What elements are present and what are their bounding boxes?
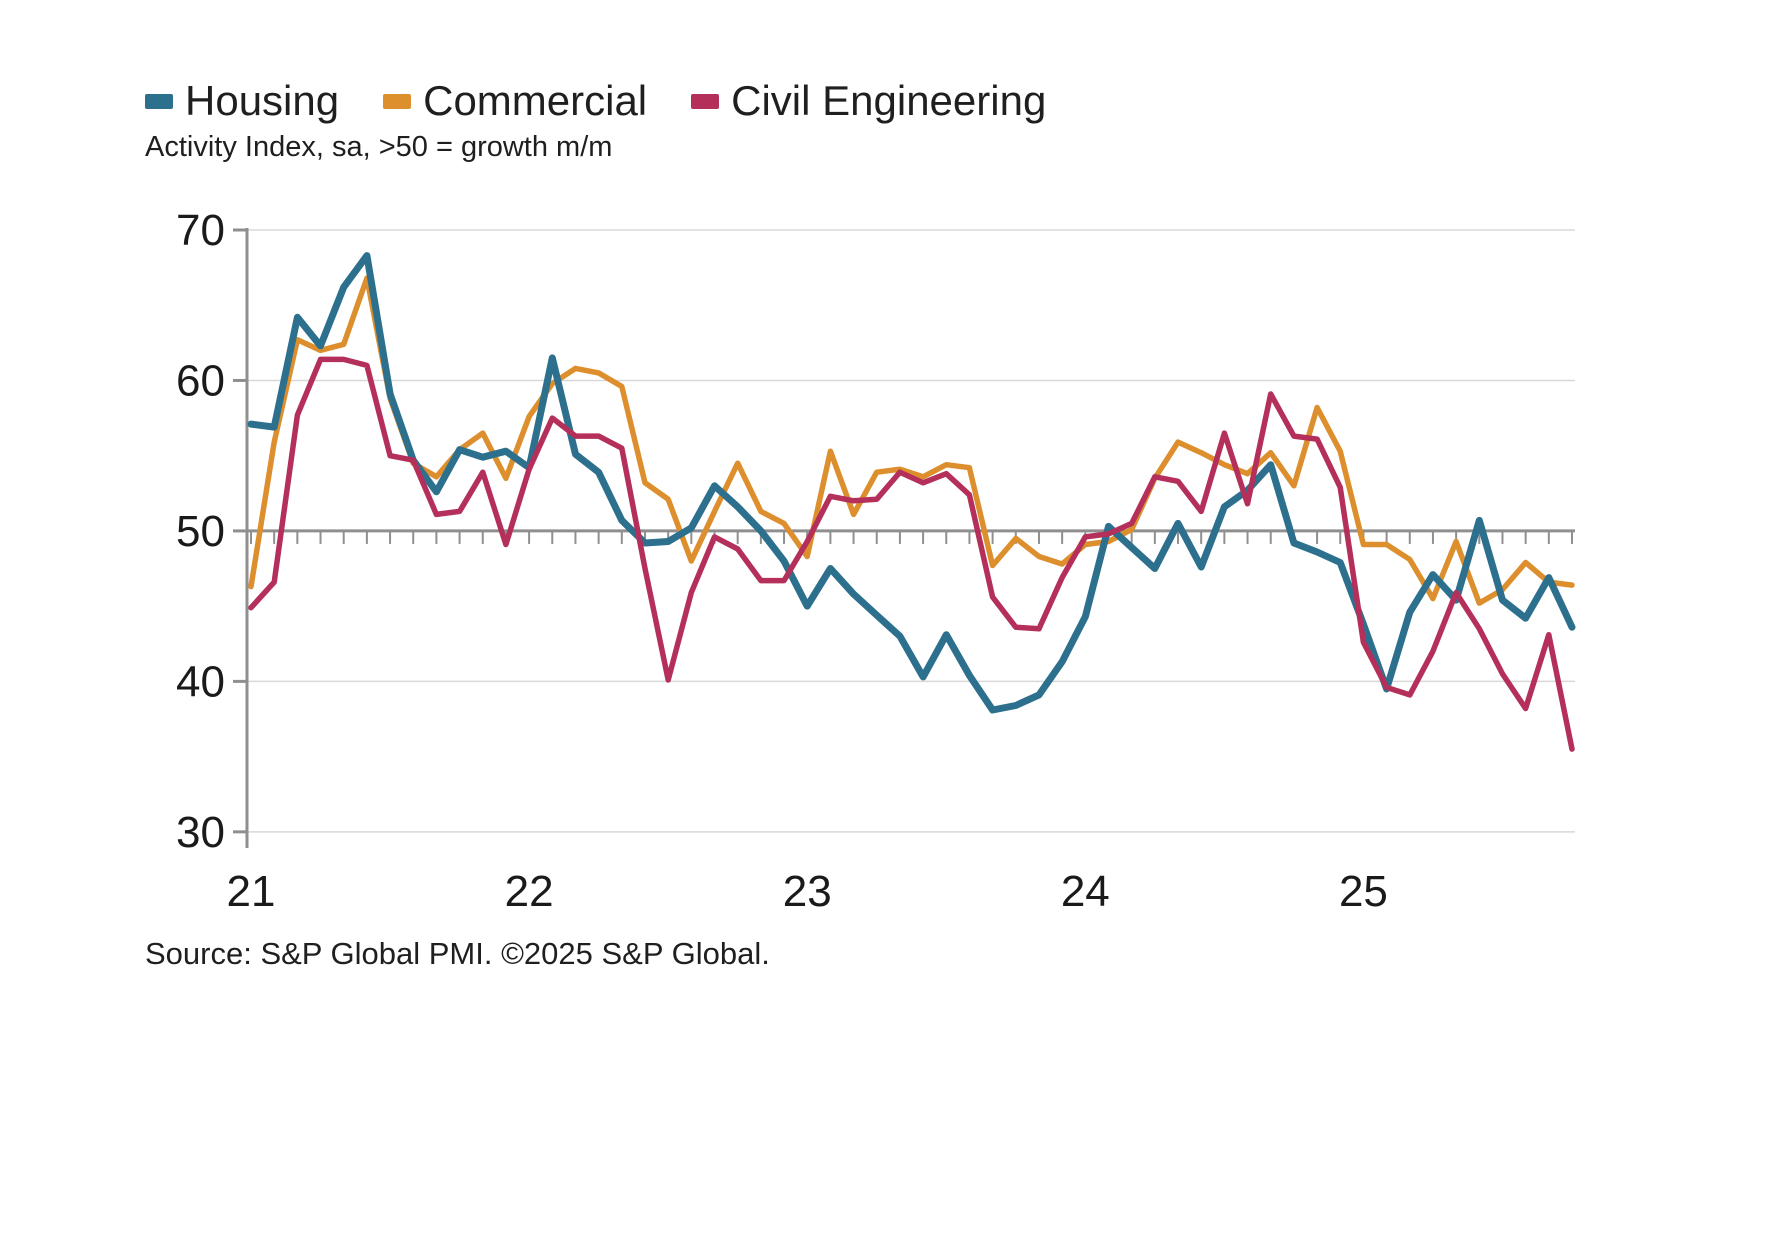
legend-item-civil-engineering: Civil Engineering [691, 80, 1046, 122]
y-tick-label: 30 [176, 808, 225, 857]
x-tick-label: 24 [1061, 867, 1110, 916]
x-tick-label: 25 [1339, 867, 1388, 916]
legend-label-housing: Housing [185, 77, 340, 124]
civil-engineering-swatch-icon [691, 93, 720, 109]
x-tick-label: 21 [227, 867, 276, 916]
housing-line [247, 252, 1576, 714]
source-note: Source: S&P Global PMI. ©2025 S&P Global… [145, 936, 770, 971]
y-tick-label: 60 [176, 356, 225, 405]
civil-engineering-line [248, 356, 1575, 752]
legend-item-commercial: Commercial [383, 80, 647, 122]
y-tick-label: 40 [176, 657, 225, 706]
commercial-line [248, 275, 1575, 606]
legend: Housing Commercial Civil Engineering [145, 80, 1046, 122]
x-tick-label: 22 [505, 867, 554, 916]
chart-subtitle: Activity Index, sa, >50 = growth m/m [145, 131, 613, 163]
y-tick-label: 50 [176, 507, 225, 556]
y-tick-label: 70 [176, 206, 225, 255]
legend-label-commercial: Commercial [423, 77, 648, 124]
legend-item-housing: Housing [145, 80, 339, 122]
legend-label-civil-engineering: Civil Engineering [731, 77, 1047, 124]
x-tick-label: 23 [783, 867, 832, 916]
housing-swatch-icon [145, 93, 173, 109]
commercial-swatch-icon [383, 93, 412, 109]
